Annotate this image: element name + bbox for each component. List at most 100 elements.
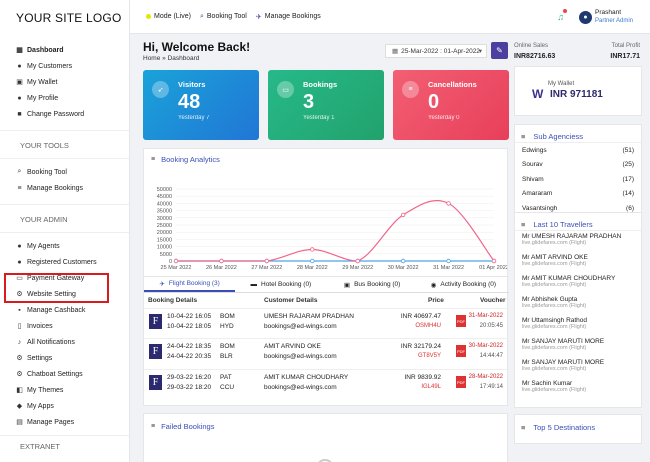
nav-tools: ⌕ Booking Tool ≡ Manage Bookings bbox=[0, 164, 129, 196]
to-city: BLR bbox=[220, 353, 233, 360]
sidebar-item-registered-customers[interactable]: ● Registered Customers bbox=[15, 254, 129, 270]
list-item[interactable]: Mr SANJAY MARUTI MORE live.glidefares.com… bbox=[515, 357, 641, 378]
mode-indicator[interactable]: Mode (Live) bbox=[146, 13, 191, 20]
tab-bus-booking[interactable]: ▣ Bus Booking (0) bbox=[327, 277, 418, 292]
booking-analytics-chart: Flight BookingHotel Booking0500010000150… bbox=[157, 187, 507, 271]
pdf-icon[interactable]: PDF bbox=[456, 315, 466, 327]
bell-icon: ♪ bbox=[17, 338, 22, 346]
pdf-icon[interactable]: PDF bbox=[456, 376, 466, 388]
sidebar-item-my-themes[interactable]: ◧ My Themes bbox=[15, 382, 129, 398]
list-item[interactable]: Mr AMIT ARVIND OKE live.glidefares.com (F… bbox=[515, 252, 641, 273]
avatar[interactable]: ● bbox=[579, 10, 592, 24]
user-info[interactable]: Prashant Partner Admin bbox=[595, 8, 650, 26]
sidebar-item-my-agents[interactable]: ● My Agents bbox=[15, 238, 129, 254]
tab-flight-booking[interactable]: ✈ Flight Booking (3) bbox=[144, 277, 236, 292]
sidebar-item-label: Payment Gateway bbox=[27, 274, 85, 282]
tab-hotel-booking[interactable]: ▬ Hotel Booking (0) bbox=[235, 277, 326, 292]
chart-icon: ≡ bbox=[521, 422, 526, 432]
table-row[interactable]: F 29-03-22 16:20 29-03-22 18:20 PAT CCU … bbox=[144, 369, 509, 397]
breadcrumb: Home » Dashboard bbox=[143, 55, 200, 62]
sidebar-item-my-wallet[interactable]: ▣ My Wallet bbox=[15, 74, 129, 90]
agency-name: Sourav bbox=[522, 161, 543, 169]
list-item[interactable]: Mr UMESH RAJARAM PRADHAN live.glidefares.… bbox=[515, 231, 641, 252]
mode-label: Mode (Live) bbox=[154, 13, 191, 20]
notification-bell-icon[interactable]: ♫ bbox=[557, 9, 567, 22]
sidebar-item-website-setting[interactable]: ⚙ Website Setting bbox=[15, 286, 129, 302]
sub-agencies-title: ≡ Sub Agenciess bbox=[515, 125, 641, 143]
online-sales: Online Sales INR82716.63 bbox=[514, 43, 555, 60]
top-destinations-title: ≡ Top 5 Destinations bbox=[515, 415, 641, 433]
sidebar-item-settings[interactable]: ⚙ Settings bbox=[15, 350, 129, 366]
sidebar-item-manage-cashback[interactable]: ▪ Manage Cashback bbox=[15, 302, 129, 318]
price: INR 32179.24 bbox=[400, 343, 441, 350]
divider bbox=[0, 130, 129, 131]
topbar-booking-tool[interactable]: ⌕ Booking Tool bbox=[200, 13, 247, 21]
table-row[interactable]: F 10-04-22 16:05 10-04-22 18:05 BOM HYD … bbox=[144, 308, 509, 336]
arr-time: 24-04-22 20:35 bbox=[167, 353, 212, 360]
tab-activity-booking[interactable]: ◉ Activity Booking (0) bbox=[418, 277, 509, 292]
sidebar-item-change-password[interactable]: ■ Change Password bbox=[15, 106, 129, 122]
sidebar-item-my-profile[interactable]: ● My Profile bbox=[15, 90, 129, 106]
file-icon: ▯ bbox=[17, 323, 22, 330]
sidebar-item-manage-pages[interactable]: ▤ Manage Pages bbox=[15, 414, 129, 430]
section-title-admin: YOUR ADMIN bbox=[20, 215, 68, 224]
list-item[interactable]: Edwings (51) bbox=[515, 143, 641, 158]
sidebar-item-chatboat-settings[interactable]: ⚙ Chatboat Settings bbox=[15, 366, 129, 382]
site-logo[interactable]: YOUR SITE LOGO bbox=[16, 11, 122, 25]
wallet-card[interactable]: W My Wallet INR 971181 bbox=[514, 66, 642, 116]
section-title-tools: YOUR TOOLS bbox=[20, 141, 69, 150]
bus-icon: ▣ bbox=[343, 281, 351, 289]
flight-badge-icon: F bbox=[149, 344, 162, 359]
date-range-picker[interactable]: ▦ 25-Mar-2022 : 01-Apr-2022 ▾ bbox=[385, 44, 487, 58]
list-item[interactable]: Sourav (25) bbox=[515, 158, 641, 173]
traveller-name: Mr AMIT KUMAR CHOUDHARY bbox=[522, 275, 616, 282]
dep-time: 29-03-22 16:20 bbox=[167, 374, 212, 381]
list-item[interactable]: Amararam (14) bbox=[515, 187, 641, 202]
sidebar-item-manage-bookings[interactable]: ≡ Manage Bookings bbox=[15, 180, 129, 196]
chart-icon: ≡ bbox=[151, 423, 156, 430]
bookings-card[interactable]: ▭ Bookings 3 Yesterday 1 bbox=[268, 70, 384, 140]
list-item[interactable]: Shivam (17) bbox=[515, 172, 641, 187]
customer-name: AMIT ARVIND OKE bbox=[264, 343, 321, 350]
plane-icon: ✈ bbox=[159, 280, 165, 288]
online-sales-label: Online Sales bbox=[514, 43, 549, 49]
sidebar-item-booking-tool[interactable]: ⌕ Booking Tool bbox=[15, 164, 129, 180]
list-item[interactable]: Mr Uttamsingh Rathod live.glidefares.com … bbox=[515, 315, 641, 336]
cancellations-card[interactable]: ≡ Cancellations 0 Yesterday 0 bbox=[393, 70, 509, 140]
visitors-card[interactable]: ➶ Visitors 48 Yesterday 7 bbox=[143, 70, 259, 140]
agency-name: Shivam bbox=[522, 175, 544, 183]
sidebar-item-payment-gateway[interactable]: ▭ Payment Gateway bbox=[15, 270, 129, 286]
sidebar-item-all-notifications[interactable]: ♪ All Notifications bbox=[15, 334, 129, 350]
list-item[interactable]: Mr Sachin Kumar live.glidefares.com (Flig… bbox=[515, 378, 641, 399]
sidebar-item-invoices[interactable]: ▯ Invoices bbox=[15, 318, 129, 334]
pdf-icon[interactable]: PDF bbox=[456, 345, 466, 357]
data-point bbox=[264, 258, 270, 264]
sidebar-item-label: Chatboat Settings bbox=[27, 370, 83, 378]
card-label: Visitors bbox=[178, 80, 206, 89]
sidebar-item-my-customers[interactable]: ● My Customers bbox=[15, 58, 129, 74]
highlight-box bbox=[4, 273, 109, 303]
camera-icon: ◉ bbox=[430, 281, 437, 289]
sidebar-item-my-apps[interactable]: ◆ My Apps bbox=[15, 398, 129, 414]
list-item[interactable]: Mr Abhishek Gupta live.glidefares.com (Fl… bbox=[515, 294, 641, 315]
x-tick-label: 01 Apr 2022 bbox=[479, 265, 507, 271]
list-item[interactable]: Mr SANJAY MARUTI MORE live.glidefares.com… bbox=[515, 336, 641, 357]
sidebar-item-dashboard[interactable]: ▦ Dashboard bbox=[15, 42, 129, 58]
list-item[interactable]: Mr AMIT KUMAR CHOUDHARY live.glidefares.c… bbox=[515, 273, 641, 294]
topbar-manage-bookings[interactable]: ✈ Manage Bookings bbox=[256, 13, 321, 21]
sidebar-item-label: My Wallet bbox=[27, 78, 58, 86]
page-title: Hi, Welcome Back! bbox=[143, 40, 251, 54]
list-icon: ≡ bbox=[402, 81, 419, 98]
edit-button[interactable]: ✎ bbox=[491, 42, 508, 59]
table-row[interactable]: F 24-04-22 18:35 24-04-22 20:35 BOM BLR … bbox=[144, 338, 509, 366]
card-value: 3 bbox=[303, 91, 315, 113]
x-tick-label: 31 Mar 2022 bbox=[433, 265, 464, 271]
agency-name: Amararam bbox=[522, 190, 553, 198]
agency-count: (14) bbox=[622, 190, 634, 198]
travellers-title-text: Last 10 Travellers bbox=[533, 220, 593, 229]
sidebar-item-label: Manage Bookings bbox=[27, 184, 84, 192]
pnr: OSMH4U bbox=[415, 323, 441, 329]
calendar-icon: ▦ bbox=[392, 48, 399, 55]
pages-icon: ▤ bbox=[16, 419, 23, 426]
list-item[interactable]: Vasantsingh (6) bbox=[515, 201, 641, 216]
